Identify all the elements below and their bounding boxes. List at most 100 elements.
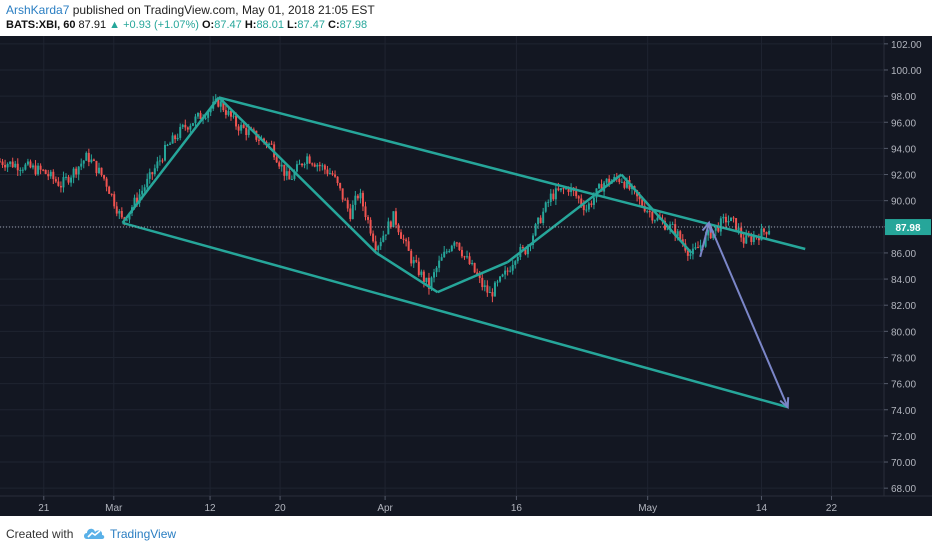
candle-body bbox=[476, 272, 479, 276]
candle-body bbox=[141, 190, 144, 195]
candle-body bbox=[219, 101, 222, 107]
candle-body bbox=[539, 217, 542, 224]
candle-body bbox=[268, 143, 271, 146]
x-tick-label: 22 bbox=[826, 503, 838, 514]
candle-body bbox=[669, 224, 672, 229]
candle-body bbox=[387, 221, 390, 235]
candle-body bbox=[64, 176, 67, 178]
candle-body bbox=[402, 238, 405, 240]
candle-body bbox=[11, 161, 14, 168]
chart-header: ArshKarda7 published on TradingView.com,… bbox=[0, 0, 932, 36]
candle-body bbox=[537, 217, 540, 225]
candle-body bbox=[405, 239, 408, 242]
candle-body bbox=[209, 108, 212, 113]
candle-body bbox=[290, 178, 293, 180]
candle-body bbox=[361, 192, 364, 207]
candle-body bbox=[666, 228, 669, 230]
zigzag-trendline bbox=[506, 173, 623, 264]
y-tick-label: 76.00 bbox=[891, 380, 916, 391]
candle-body bbox=[133, 197, 136, 208]
candle-body bbox=[280, 164, 283, 167]
candle-body bbox=[641, 199, 644, 206]
candle-body bbox=[433, 272, 436, 278]
candle-body bbox=[194, 116, 197, 124]
x-tick-label: 12 bbox=[204, 503, 216, 514]
candle-body bbox=[689, 254, 692, 256]
y-tick-label: 100.00 bbox=[891, 66, 922, 77]
last-price: 87.91 bbox=[78, 19, 107, 31]
candle-body bbox=[516, 256, 519, 262]
candle-body bbox=[77, 166, 80, 175]
candle-body bbox=[176, 137, 179, 140]
candle-body bbox=[757, 237, 760, 241]
candle-body bbox=[184, 124, 187, 128]
candle-body bbox=[679, 231, 682, 240]
candle-body bbox=[481, 277, 484, 288]
candle-body bbox=[392, 211, 395, 228]
candle-body bbox=[67, 176, 70, 183]
tradingview-brand-link[interactable]: TradingView bbox=[110, 527, 177, 541]
candle-body bbox=[745, 235, 748, 244]
candle-body bbox=[730, 217, 733, 222]
y-tick-label: 98.00 bbox=[891, 92, 916, 103]
candle-body bbox=[473, 263, 476, 273]
candle-body bbox=[229, 110, 232, 117]
y-tick-label: 80.00 bbox=[891, 327, 916, 338]
candle-body bbox=[247, 129, 250, 135]
candle-body bbox=[435, 267, 438, 273]
candle-body bbox=[704, 235, 707, 247]
candle-body bbox=[552, 193, 555, 200]
candle-body bbox=[486, 285, 489, 293]
candle-body bbox=[222, 101, 225, 111]
candle-body bbox=[646, 211, 649, 213]
candle-body bbox=[438, 260, 441, 268]
candle-body bbox=[443, 251, 446, 258]
candle-body bbox=[737, 227, 740, 231]
candle-body bbox=[367, 217, 370, 220]
candle-body bbox=[364, 206, 367, 218]
x-tick-label: 16 bbox=[511, 503, 523, 514]
candle-body bbox=[59, 185, 62, 188]
candle-body bbox=[19, 169, 22, 171]
candle-body bbox=[377, 246, 380, 251]
candle-body bbox=[204, 117, 207, 119]
drawings[interactable] bbox=[121, 96, 806, 410]
candle-body bbox=[653, 220, 656, 222]
y-tick-label: 82.00 bbox=[891, 301, 916, 312]
y-tick-label: 74.00 bbox=[891, 406, 916, 417]
price-change: +0.93 (+1.07%) bbox=[123, 19, 199, 31]
candle-body bbox=[707, 230, 710, 236]
candle-body bbox=[742, 237, 745, 244]
candle-body bbox=[191, 123, 194, 126]
candle-body bbox=[450, 245, 453, 252]
candle-body bbox=[483, 285, 486, 288]
symbol-label[interactable]: BATS:XBI, 60 bbox=[6, 19, 76, 31]
candle-body bbox=[37, 165, 40, 175]
x-axis[interactable]: 21 Mar 12 20 Apr 16 May 14 22 bbox=[38, 496, 837, 514]
candle-body bbox=[651, 211, 654, 221]
y-tick-label: 72.00 bbox=[891, 432, 916, 443]
candle-body bbox=[514, 261, 517, 265]
candle-body bbox=[478, 275, 481, 278]
candle-body bbox=[410, 250, 413, 264]
candle-body bbox=[491, 292, 494, 297]
last-price-label: 87.98 bbox=[895, 223, 920, 234]
candle-body bbox=[39, 165, 42, 170]
candle-body bbox=[288, 171, 291, 180]
candle-body bbox=[90, 159, 93, 163]
candle-body bbox=[235, 115, 238, 127]
candle-body bbox=[727, 221, 730, 223]
candle-body bbox=[577, 196, 580, 199]
candle-body bbox=[283, 164, 286, 176]
candle-body bbox=[110, 193, 113, 195]
high-label: H: bbox=[244, 19, 257, 31]
candle-body bbox=[54, 179, 57, 182]
candle-body bbox=[430, 277, 433, 289]
price-chart[interactable]: 102.00100.0098.0096.0094.0092.0090.0088.… bbox=[0, 36, 932, 516]
author-link[interactable]: ArshKarda7 bbox=[6, 3, 70, 17]
candle-body bbox=[321, 165, 324, 167]
candle-body bbox=[232, 115, 235, 117]
candle-body bbox=[534, 224, 537, 236]
candle-body bbox=[420, 271, 423, 275]
tradingview-cloud-icon[interactable] bbox=[82, 524, 106, 542]
